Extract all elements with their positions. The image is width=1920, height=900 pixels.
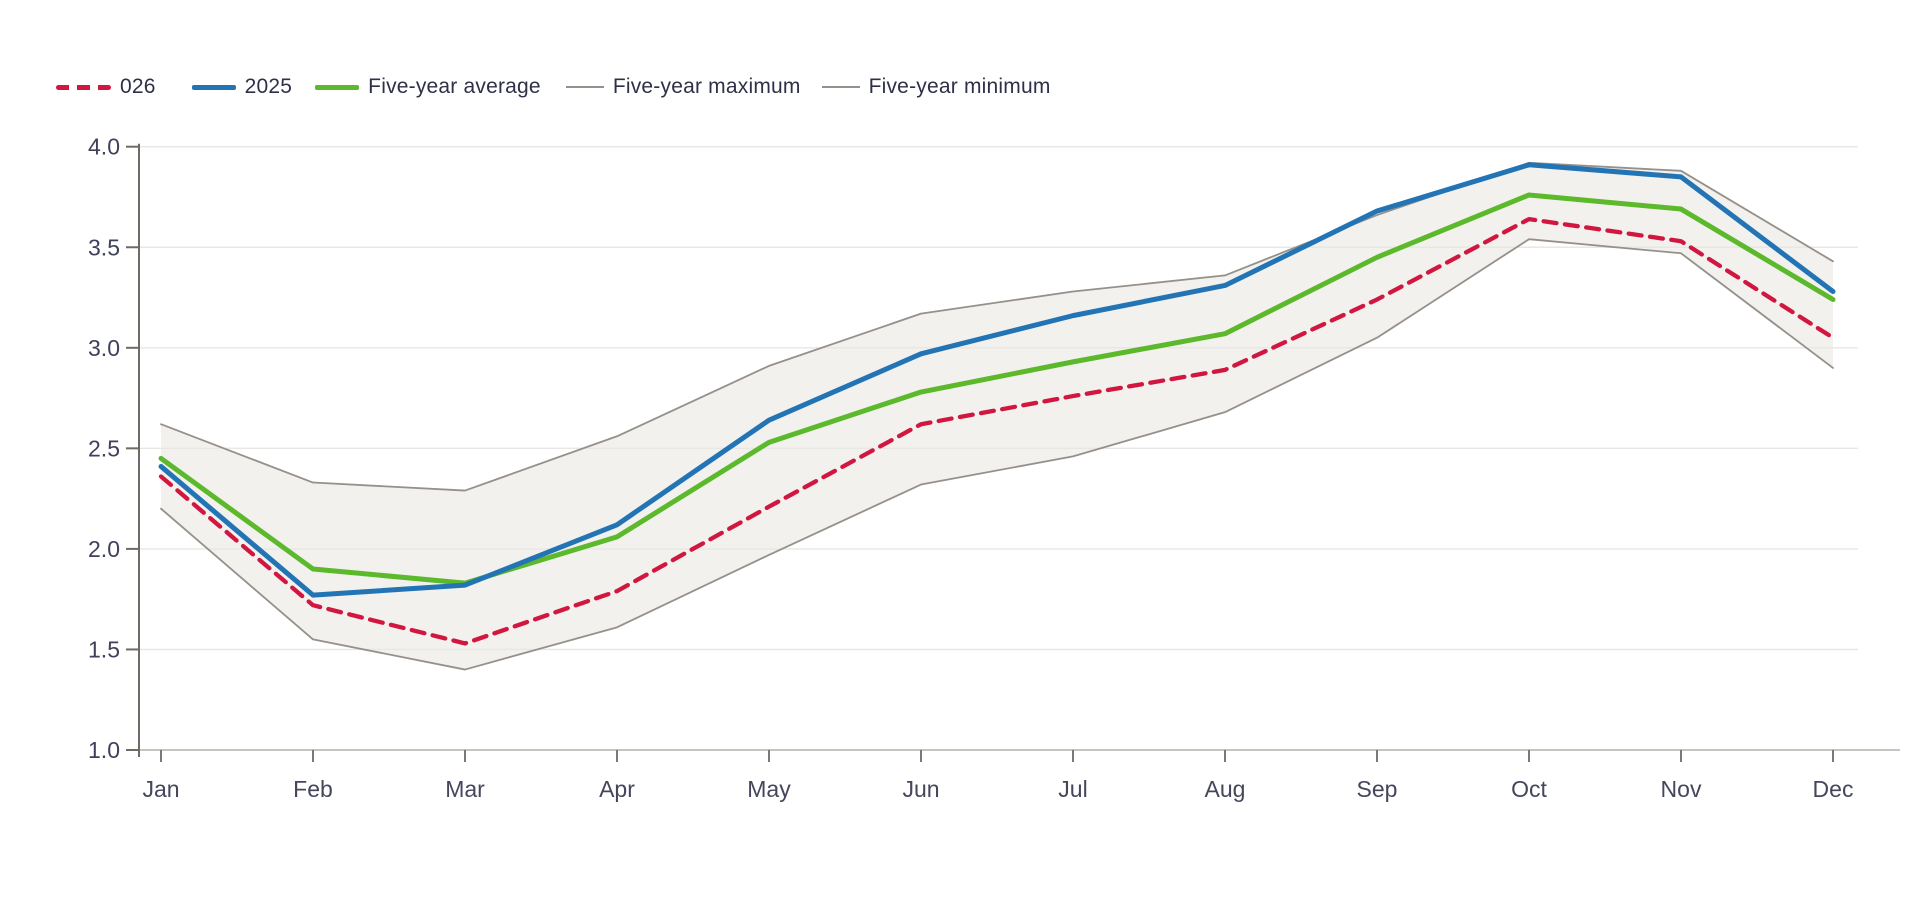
thin-line-swatch-icon (565, 86, 604, 88)
y-tick-label: 1.5 (88, 636, 120, 662)
y-tick-label: 1.0 (88, 737, 120, 763)
x-tick-label-oct: Oct (1511, 776, 1547, 802)
y-tick-label: 3.5 (88, 234, 120, 260)
x-tick-label-jan: Jan (142, 776, 179, 802)
five-year-average-line (158, 192, 1836, 586)
x-tick-label-jul: Jul (1058, 776, 1087, 802)
x-tick-label-jun: Jun (902, 776, 939, 802)
legend-item-minimum: Five-year minimum (821, 75, 1051, 99)
x-tick-label-feb: Feb (293, 776, 333, 802)
series-2025-line (158, 162, 1836, 598)
series-2026-dashed-line (158, 216, 1836, 646)
legend-item-2026: 026 (56, 75, 156, 99)
x-tick-label-mar: Mar (445, 776, 485, 802)
chart-legend: 026 2025 Five-year average Five-year max… (56, 72, 1051, 102)
solid-line-swatch-icon (315, 84, 360, 90)
thin-line-swatch-icon (821, 86, 860, 88)
x-tick-label-may: May (747, 776, 791, 802)
five-year-minimum-line (160, 238, 1834, 671)
y-tick-label: 2.0 (88, 536, 120, 562)
y-tick-label: 3.0 (88, 335, 120, 361)
y-tick-label: 4.0 (88, 134, 120, 160)
x-tick-label-sep: Sep (1357, 776, 1398, 802)
x-tick-label-nov: Nov (1661, 776, 1702, 802)
legend-item-2025: 2025 (191, 75, 293, 99)
legend-item-average: Five-year average (315, 75, 541, 99)
five-year-maximum-line (160, 161, 1834, 492)
y-tick-label: 2.5 (88, 435, 120, 461)
legend-label-maximum: Five-year maximum (612, 75, 801, 98)
legend-label-minimum: Five-year minimum (868, 75, 1051, 98)
x-tick-label-dec: Dec (1813, 776, 1854, 802)
solid-line-swatch-icon (191, 84, 236, 90)
legend-label-average: Five-year average (368, 75, 541, 98)
five-year-range-band (161, 162, 1833, 670)
x-tick-label-aug: Aug (1205, 776, 1246, 802)
dashed-line-swatch-icon (56, 84, 111, 90)
x-tick-label-apr: Apr (599, 776, 635, 802)
legend-label-2025: 2025 (244, 75, 293, 98)
legend-item-maximum: Five-year maximum (565, 75, 801, 99)
legend-label-2026: 026 (120, 75, 156, 98)
